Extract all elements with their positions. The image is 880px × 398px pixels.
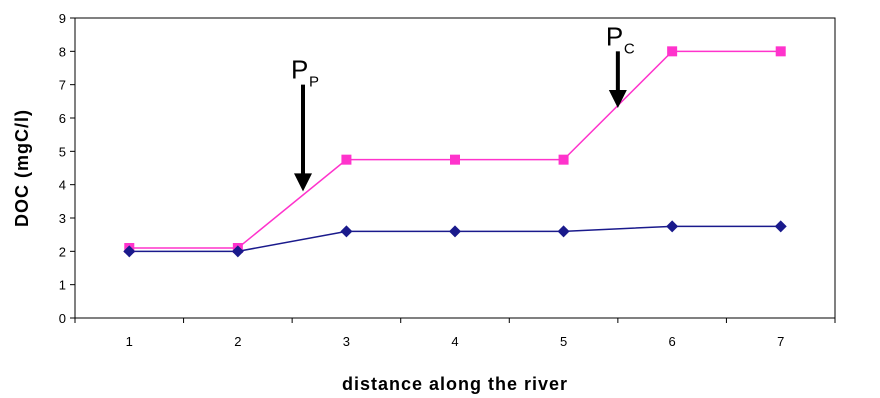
- x-tick-label: 6: [669, 334, 676, 349]
- series-2-point: [123, 245, 136, 258]
- series-1-point: [341, 154, 352, 165]
- x-tick-label: 7: [777, 334, 784, 349]
- y-tick-label: 0: [59, 311, 66, 326]
- x-tick-label: 1: [126, 334, 133, 349]
- annotation-subscript: C: [624, 40, 635, 57]
- y-tick-label: 9: [59, 11, 66, 26]
- x-tick-label: 5: [560, 334, 567, 349]
- annotation-label: P: [291, 55, 308, 85]
- series-2-point: [449, 225, 461, 238]
- series-2-point: [557, 225, 570, 238]
- down-arrow-icon: [294, 173, 312, 192]
- y-tick-label: 1: [59, 278, 66, 293]
- series-1-point: [667, 46, 678, 57]
- y-tick-label: 3: [59, 211, 66, 226]
- x-tick-label: 4: [451, 334, 458, 349]
- series-1-point: [775, 46, 786, 57]
- x-tick-label: 2: [234, 334, 241, 349]
- y-tick-label: 8: [59, 44, 66, 59]
- series-1-line: [129, 50, 781, 249]
- y-tick-label: 6: [59, 111, 66, 126]
- y-tick-label: 5: [59, 144, 66, 159]
- y-tick-label: 4: [59, 178, 66, 193]
- axes: 0 1 2 3 4 5 6 7 8 9 1 2 3 4 5 6 7: [59, 11, 836, 349]
- series-2-point: [774, 220, 787, 233]
- series-1-point: [450, 154, 460, 165]
- plot-area-frame: [74, 17, 836, 319]
- y-tick-label: 7: [59, 78, 66, 93]
- x-tick-label: 3: [343, 334, 350, 349]
- y-tick-label: 2: [59, 244, 66, 259]
- down-arrow-icon: [608, 90, 627, 108]
- annotation-label: P: [606, 21, 623, 51]
- series-2-point: [231, 245, 244, 258]
- series-2-point: [666, 220, 679, 233]
- annotations: P PP C: [291, 21, 635, 192]
- x-axis-title: distance along the river: [342, 374, 568, 394]
- series-layer: [123, 46, 787, 258]
- y-axis-title: DOC (mgC/l): [12, 109, 32, 227]
- annotation-subscript: P: [309, 74, 319, 91]
- series-2-point: [340, 225, 353, 238]
- series-1-point: [558, 154, 569, 165]
